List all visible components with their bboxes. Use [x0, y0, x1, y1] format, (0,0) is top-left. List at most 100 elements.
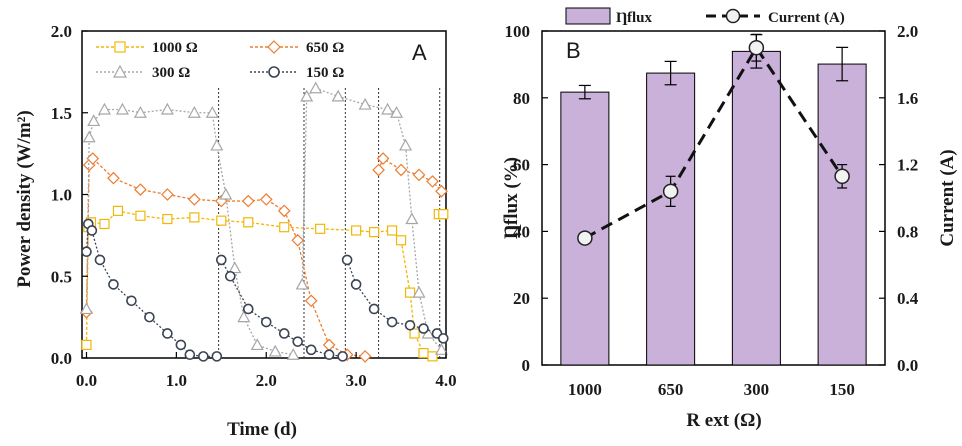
data-point — [292, 336, 304, 347]
data-point — [279, 222, 290, 233]
data-point — [368, 227, 380, 238]
bar — [731, 50, 781, 366]
data-point — [438, 209, 449, 220]
data-point — [187, 106, 201, 118]
data-point — [394, 163, 408, 177]
panel-a-label: A — [412, 40, 427, 65]
series-line — [85, 157, 366, 358]
data-point — [198, 351, 209, 362]
data-point — [87, 114, 101, 127]
data-point — [277, 204, 291, 218]
x-tick-label: 300 — [744, 380, 770, 399]
bar — [817, 63, 867, 366]
data-point — [368, 303, 380, 315]
legend-swatch-bar — [565, 7, 611, 25]
data-point — [418, 347, 429, 359]
x-tick-label: 4.0 — [435, 371, 456, 390]
data-point — [133, 106, 147, 118]
data-point — [418, 323, 429, 334]
data-point — [144, 311, 155, 323]
data-point — [210, 138, 224, 151]
y-tick-label: 0.5 — [51, 267, 72, 286]
panel-a-plot-area — [81, 30, 447, 359]
data-point — [115, 102, 129, 115]
legend-label: 1000 Ω — [152, 40, 198, 56]
y-tick-label: 1.0 — [51, 186, 72, 205]
data-point — [97, 102, 111, 115]
data-point — [381, 102, 395, 115]
data-point — [81, 339, 92, 351]
panel-a-series — [79, 81, 449, 363]
legend-marker — [725, 8, 741, 24]
y-tick-label: 80 — [513, 89, 530, 108]
data-point — [237, 310, 251, 323]
data-point — [135, 210, 146, 221]
x-tick-label: 2.0 — [256, 371, 277, 390]
x-tick-label: 3.0 — [345, 371, 366, 390]
data-point — [108, 279, 119, 290]
bar — [560, 91, 610, 366]
data-point — [404, 287, 416, 298]
current-point — [662, 183, 679, 200]
data-point — [216, 215, 227, 226]
series-line — [346, 259, 444, 339]
data-point — [175, 339, 187, 351]
panel-b-label: B — [566, 38, 581, 63]
y-tick-label: 1.5 — [51, 104, 72, 123]
data-point — [409, 328, 420, 339]
panel-a-legend: 1000 Ω 650 Ω 300 Ω 150 Ω — [96, 40, 344, 81]
data-point — [322, 338, 336, 352]
data-point — [126, 295, 137, 307]
data-point — [228, 261, 242, 274]
data-point — [309, 81, 323, 94]
x-tick-label: 150 — [829, 380, 855, 399]
legend-label: 650 Ω — [306, 40, 344, 56]
data-point — [323, 349, 335, 361]
data-point — [205, 106, 219, 118]
data-point — [134, 183, 147, 196]
data-point — [161, 188, 174, 201]
data-point — [99, 218, 110, 230]
data-point — [337, 351, 348, 362]
data-point — [278, 328, 290, 339]
data-point — [390, 106, 404, 118]
series-triangle — [79, 81, 449, 360]
data-point — [216, 254, 227, 266]
data-point — [395, 235, 407, 246]
panel-a: 0.0 1.0 2.0 3.0 4.0 0.0 0.5 1.0 1.5 2.0 1000 Ω 65… — [14, 22, 457, 440]
series-line — [85, 108, 294, 356]
series-square — [81, 205, 449, 362]
data-point — [82, 130, 96, 143]
y2-tick-label: 1.6 — [897, 89, 918, 108]
panel-b-legend: Ƞflux Current (A) — [565, 7, 845, 26]
data-point — [372, 163, 385, 177]
data-point — [219, 187, 233, 200]
panel-b: 1000 650 300 150 0 20 40 60 80 100 0.0 0.4 0.8 1.2 1… — [501, 7, 958, 431]
panel-b-x-axis-label: R ext (Ω) — [686, 410, 761, 431]
x-tick-label: 0.0 — [76, 371, 97, 390]
y-tick-label: 0.0 — [51, 349, 72, 368]
y-tick-label: 0 — [522, 356, 531, 375]
data-point — [350, 279, 362, 290]
data-point — [107, 171, 120, 185]
data-point — [434, 343, 449, 355]
data-point — [295, 277, 309, 290]
panel-b-y2-axis-label: Current (A) — [937, 149, 958, 246]
y-tick-label: 20 — [513, 289, 530, 308]
data-point — [286, 347, 300, 360]
series-circle — [81, 218, 449, 362]
data-point — [426, 175, 439, 188]
panel-b-bars — [560, 34, 867, 366]
y2-tick-label: 0.8 — [897, 222, 918, 241]
data-point — [268, 344, 282, 357]
current-point — [834, 168, 850, 185]
series-diamond — [80, 152, 448, 363]
data-point — [224, 270, 236, 282]
data-point — [241, 194, 255, 208]
data-point — [86, 225, 98, 236]
data-point — [243, 217, 254, 228]
data-point — [81, 246, 92, 258]
data-point — [211, 351, 223, 362]
data-point — [162, 328, 173, 339]
